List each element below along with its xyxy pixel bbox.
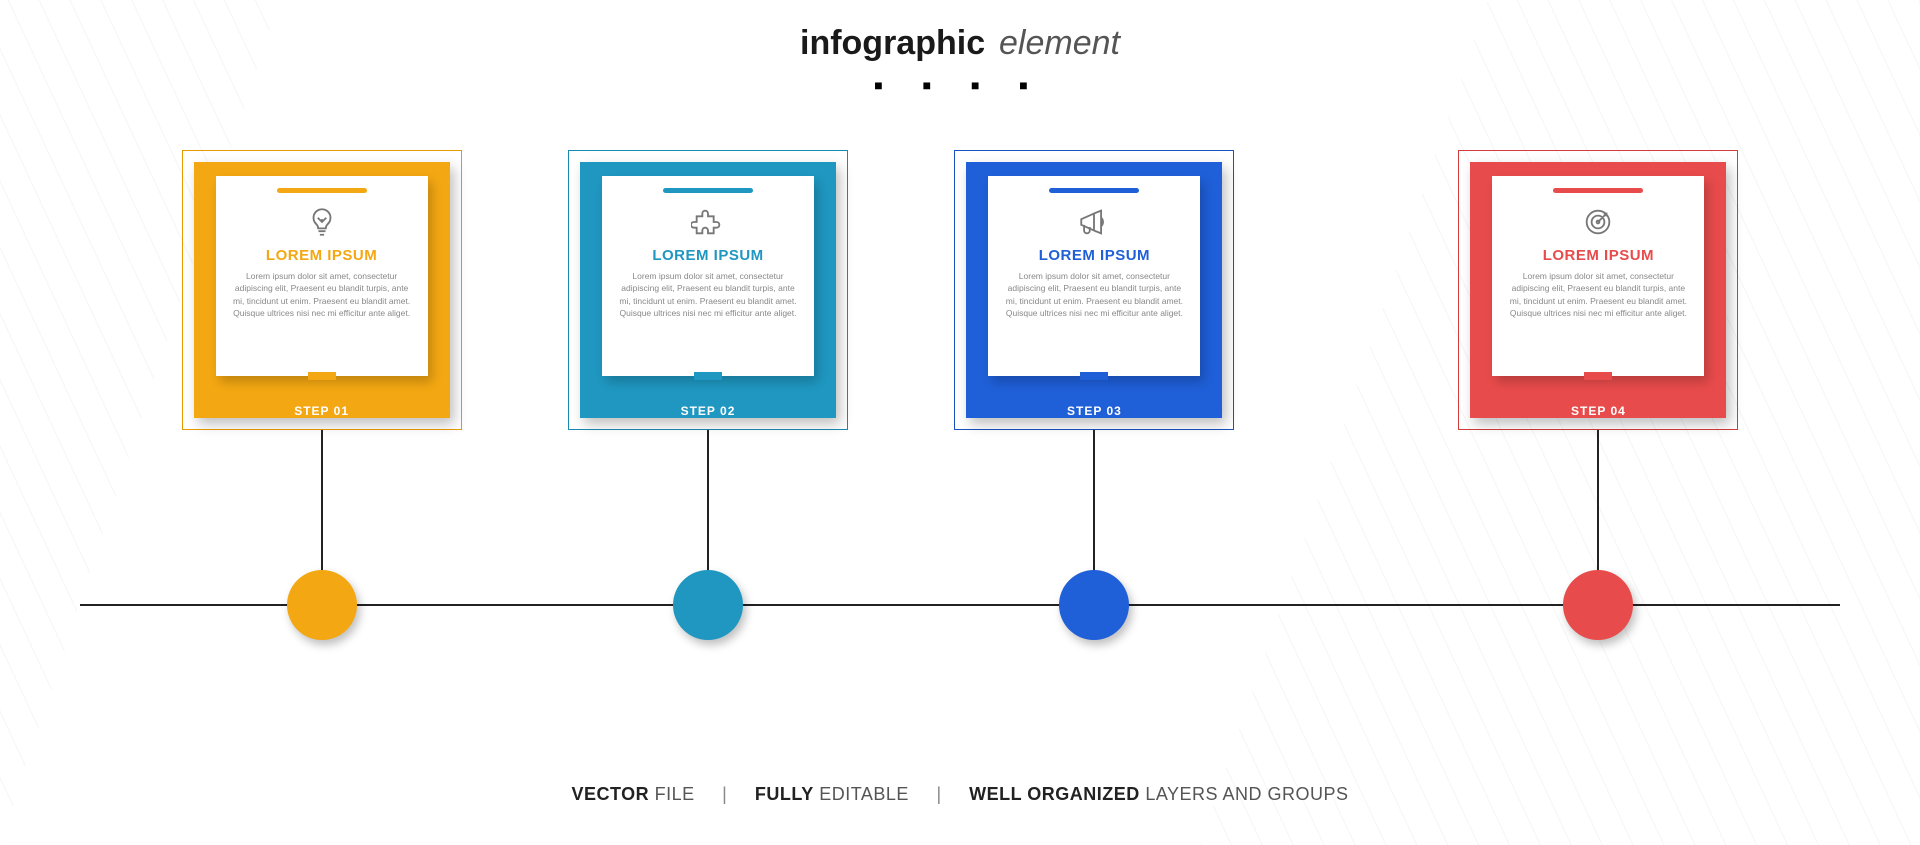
- card-title: LOREM IPSUM: [1002, 247, 1186, 264]
- card-body: Lorem ipsum dolor sit amet, consectetur …: [230, 270, 414, 319]
- card-tab: [308, 372, 336, 380]
- card-tab: [694, 372, 722, 380]
- header-title-bold: infographic: [800, 24, 985, 62]
- step-connector: [707, 430, 709, 580]
- footer-sep-2: |: [936, 784, 941, 805]
- card-title: LOREM IPSUM: [1506, 247, 1690, 264]
- header-dots: ■ ■ ■ ■: [0, 77, 1920, 93]
- card-inner: LOREM IPSUM Lorem ipsum dolor sit amet, c…: [1492, 176, 1704, 376]
- timeline: LOREM IPSUM Lorem ipsum dolor sit amet, c…: [120, 150, 1800, 705]
- footer-sep-1: |: [722, 784, 727, 805]
- card-inner: LOREM IPSUM Lorem ipsum dolor sit amet, c…: [988, 176, 1200, 376]
- card-tab: [1080, 372, 1108, 380]
- step-connector: [1597, 430, 1599, 580]
- step-circle: [287, 570, 357, 640]
- megaphone-icon: [1075, 203, 1113, 241]
- card-topbar: [1553, 188, 1643, 193]
- step-circle: [1059, 570, 1129, 640]
- card-step-label: STEP 04: [1458, 404, 1738, 418]
- step-connector: [1093, 430, 1095, 580]
- footer-part-2: FULLY EDITABLE: [755, 784, 909, 804]
- step-card: LOREM IPSUM Lorem ipsum dolor sit amet, c…: [954, 150, 1234, 430]
- card-tab: [1584, 372, 1612, 380]
- card-step-label: STEP 03: [954, 404, 1234, 418]
- footer-part-1: VECTOR FILE: [571, 784, 694, 804]
- step-card: LOREM IPSUM Lorem ipsum dolor sit amet, c…: [182, 150, 462, 430]
- card-body: Lorem ipsum dolor sit amet, consectetur …: [616, 270, 800, 319]
- header-title-italic: element: [990, 24, 1120, 62]
- header: infographic element ■ ■ ■ ■: [0, 24, 1920, 93]
- footer: VECTOR FILE | FULLY EDITABLE | WELL ORGA…: [0, 784, 1920, 805]
- card-inner: LOREM IPSUM Lorem ipsum dolor sit amet, c…: [602, 176, 814, 376]
- card-step-label: STEP 02: [568, 404, 848, 418]
- card-topbar: [663, 188, 753, 193]
- card-step-label: STEP 01: [182, 404, 462, 418]
- puzzle-icon: [689, 203, 727, 241]
- timeline-step-3: LOREM IPSUM Lorem ipsum dolor sit amet, c…: [954, 150, 1234, 430]
- step-connector: [321, 430, 323, 580]
- card-topbar: [277, 188, 367, 193]
- card-body: Lorem ipsum dolor sit amet, consectetur …: [1506, 270, 1690, 319]
- card-topbar: [1049, 188, 1139, 193]
- card-body: Lorem ipsum dolor sit amet, consectetur …: [1002, 270, 1186, 319]
- footer-part-3: WELL ORGANIZED LAYERS AND GROUPS: [969, 784, 1348, 804]
- step-circle: [1563, 570, 1633, 640]
- timeline-step-1: LOREM IPSUM Lorem ipsum dolor sit amet, c…: [182, 150, 462, 430]
- timeline-step-4: LOREM IPSUM Lorem ipsum dolor sit amet, c…: [1458, 150, 1738, 430]
- target-icon: [1579, 203, 1617, 241]
- timeline-step-2: LOREM IPSUM Lorem ipsum dolor sit amet, c…: [568, 150, 848, 430]
- card-title: LOREM IPSUM: [616, 247, 800, 264]
- step-card: LOREM IPSUM Lorem ipsum dolor sit amet, c…: [1458, 150, 1738, 430]
- step-circle: [673, 570, 743, 640]
- card-title: LOREM IPSUM: [230, 247, 414, 264]
- lightbulb-icon: [303, 203, 341, 241]
- card-inner: LOREM IPSUM Lorem ipsum dolor sit amet, c…: [216, 176, 428, 376]
- step-card: LOREM IPSUM Lorem ipsum dolor sit amet, c…: [568, 150, 848, 430]
